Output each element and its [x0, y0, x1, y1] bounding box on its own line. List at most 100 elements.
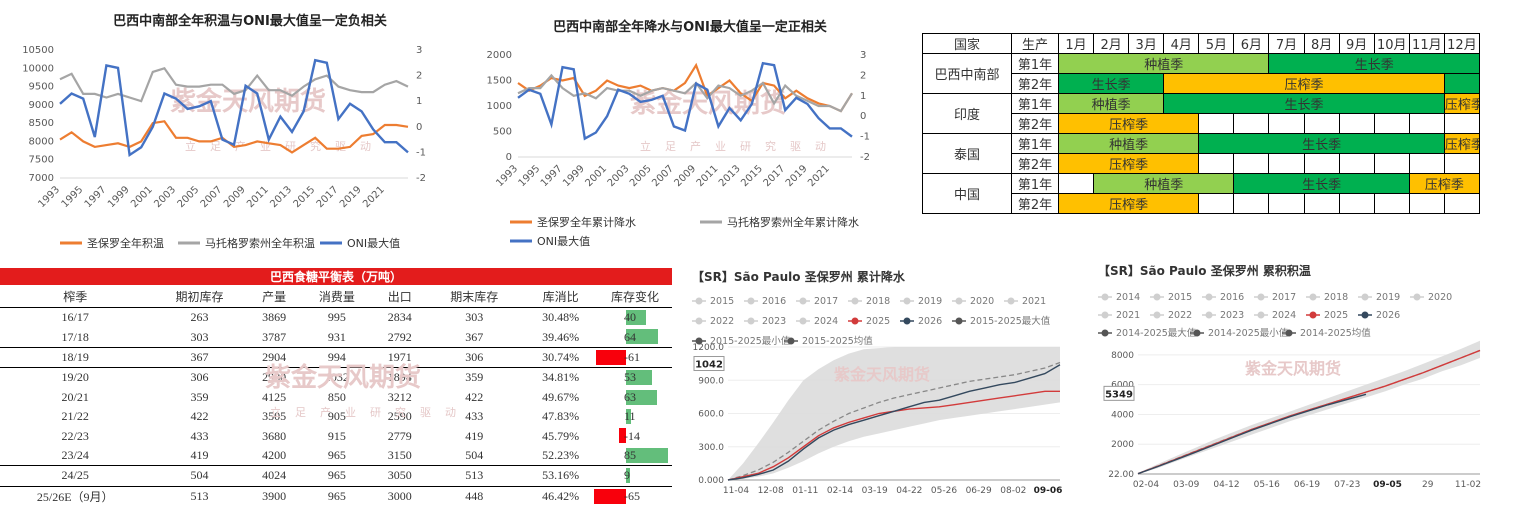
balance-cell: 3150 [387, 447, 412, 462]
stock-change-value: -65 [624, 488, 640, 503]
sr2-xtick: 11-02 [1455, 480, 1481, 490]
stock-change-bar [626, 310, 646, 325]
crop-season-press: 压榨季 [1163, 73, 1445, 94]
chart2-xtick: 1999 [561, 163, 587, 189]
crop-header-cell: 5月 [1198, 33, 1235, 54]
balance-cell: 994 [299, 346, 375, 368]
sr1-legend-item: 2022 [710, 316, 734, 327]
crop-empty-cell [1233, 193, 1270, 214]
chart1-ytick: 9500 [29, 82, 54, 93]
balance-stock-change: 9 [598, 465, 672, 487]
sr-rain-chart: 【SR】São Paulo 圣保罗州 累计降水 2015 2016 2017 2018… [684, 262, 1069, 507]
sr-rain-watermark: 紫金天风期货 [834, 365, 930, 384]
balance-cell: 3212 [387, 389, 412, 404]
crop-empty-cell [1198, 153, 1235, 174]
sr-heat-chart: 【SR】São Paulo 圣保罗州 累积积温 2014 2015 2016 2017… [1090, 262, 1490, 507]
balance-season: 22/23 [61, 428, 89, 443]
stock-change-value: 11 [624, 409, 636, 424]
balance-cell: 905 [327, 409, 346, 424]
balance-season: 25/26E（9月） [0, 485, 151, 506]
chart2-y2tick: 1 [860, 91, 866, 102]
crop-empty-cell [1373, 113, 1410, 134]
chart2-series-0 [517, 62, 853, 113]
crop-empty-cell [1268, 193, 1305, 214]
crop-calendar-table: 国家 生产 1月 2月 3月 4月 5月 6月 7月 8月 9月 10月 11月 12月 巴西中南部 第1年… [922, 33, 1481, 214]
balance-cell: 53.16% [523, 465, 598, 487]
sr2-legend-dot [1309, 293, 1317, 301]
sr-rain-title: 【SR】São Paulo 圣保罗州 累计降水 [692, 269, 906, 284]
sr1-legend-item: 2015-2025均值 [802, 335, 873, 347]
balance-header-cell: 库存变化 [598, 285, 672, 308]
chart1-ytick: 10000 [22, 63, 54, 74]
balance-cell: 3000 [374, 485, 426, 506]
balance-season: 21/22 [61, 409, 89, 424]
sr1-legend-item: 2023 [762, 316, 786, 327]
crop-country: 印度 [922, 93, 1012, 134]
chart1-ytick: 9000 [29, 100, 54, 111]
balance-cell: 513 [425, 465, 524, 487]
balance-header-cell: 期末库存 [425, 285, 524, 308]
sr2-legend-item: 2025 [1324, 310, 1348, 321]
sr2-last-value-box [1103, 385, 1135, 401]
chart2-xtick: 2015 [739, 163, 765, 189]
crop-season-press: 压榨季 [1057, 113, 1200, 134]
crop-year: 第1年 [1011, 173, 1059, 194]
sr1-legend-item: 2016 [762, 296, 786, 307]
sr2-legend-dot [1101, 329, 1109, 337]
crop-year: 第2年 [1011, 193, 1059, 214]
sr2-ytick: 22.00 [1108, 470, 1134, 480]
balance-cell: 367 [465, 329, 484, 344]
balance-stock-change: 53 [598, 367, 672, 388]
chart2-xtick: 1997 [539, 163, 565, 189]
crop-header-cell: 1月 [1057, 33, 1095, 54]
sr1-legend-dot [799, 297, 807, 305]
balance-row: 20/21 359 4125 850 3212 422 49.67% 63 [0, 388, 672, 407]
chart1-xtick: 2013 [268, 184, 294, 210]
sr2-ytick: 6000 [1111, 381, 1134, 391]
chart-temp-oni: 巴西中南部全年积温与ONI最大值呈一定负相关 紫金天风期货 立足产业研究驱动 1… [20, 0, 460, 259]
sr2-legend-dot [1361, 293, 1369, 301]
chart2-xtick: 1993 [494, 163, 520, 189]
chart1-watermark: 紫金天风期货 [170, 86, 326, 117]
crop-header-cell: 7月 [1268, 33, 1305, 54]
chart1-xtick: 1995 [60, 184, 86, 210]
sr2-legend-dot [1361, 311, 1369, 319]
crop-row: 印度第1年种植季生长季压榨季 [922, 93, 1481, 134]
crop-header-cell: 生产 [1011, 33, 1059, 54]
chart1-legend-oni: ONI最大值 [347, 236, 400, 250]
balance-stock-change: 85 [598, 446, 672, 466]
sr1-legend-dot [695, 297, 703, 305]
chart1-series-2 [59, 58, 409, 158]
stock-change-value: 53 [624, 370, 636, 385]
sr2-ytick: 8000 [1111, 351, 1134, 361]
balance-season: 18/19 [0, 346, 151, 368]
chart1-y2tick: 1 [416, 96, 422, 107]
crop-year: 第1年 [1011, 93, 1059, 114]
chart1-ytick: 7500 [29, 155, 54, 166]
chart1-series-1 [59, 67, 409, 103]
crop-season-press: 压榨季 [1408, 173, 1481, 194]
sr2-legend-item: 2014-2025最小值 [1208, 327, 1289, 339]
balance-stock-change: 63 [598, 388, 672, 407]
sr1-ytick: 0.000 [698, 476, 724, 486]
chart1-xtick: 2021 [361, 184, 387, 210]
stock-change-value: 85 [624, 447, 636, 462]
balance-cell: 2980 [248, 367, 300, 388]
sr1-legend-dot [787, 337, 795, 345]
balance-cell: 995 [327, 310, 346, 325]
sr2-legend-dot [1413, 293, 1421, 301]
crop-country: 中国 [922, 173, 1012, 214]
chart2-y2tick: -1 [860, 132, 870, 143]
chart2-xtick: 2003 [606, 163, 632, 189]
crop-empty-cell [1338, 193, 1375, 214]
chart2-xtick: 2007 [650, 163, 676, 189]
crop-year: 第2年 [1011, 73, 1059, 94]
sr2-legend-item: 2016 [1220, 292, 1244, 303]
sr1-legend-item: 2019 [918, 296, 942, 307]
balance-cell: 45.79% [542, 428, 580, 443]
sr1-legend-dot [695, 317, 703, 325]
balance-cell: 1894 [374, 367, 426, 388]
crop-header-cell: 10月 [1373, 33, 1410, 54]
balance-cell: 52.23% [542, 447, 580, 462]
sr2-legend-item: 2019 [1376, 292, 1400, 303]
